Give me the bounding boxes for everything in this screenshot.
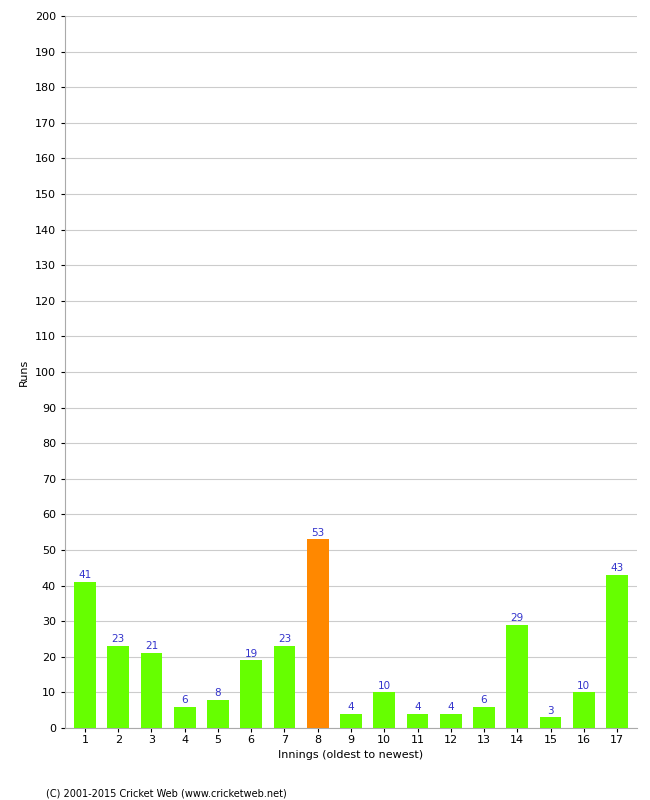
Text: 4: 4 — [414, 702, 421, 712]
Bar — [207, 699, 229, 728]
Text: 4: 4 — [447, 702, 454, 712]
Y-axis label: Runs: Runs — [20, 358, 29, 386]
Bar — [606, 575, 628, 728]
Text: 29: 29 — [511, 613, 524, 623]
Bar — [174, 706, 196, 728]
Bar — [506, 625, 528, 728]
Text: (C) 2001-2015 Cricket Web (www.cricketweb.net): (C) 2001-2015 Cricket Web (www.cricketwe… — [46, 788, 286, 798]
Text: 10: 10 — [577, 681, 590, 690]
X-axis label: Innings (oldest to newest): Innings (oldest to newest) — [278, 750, 424, 761]
Bar — [240, 660, 262, 728]
Bar — [407, 714, 428, 728]
Bar — [340, 714, 362, 728]
Bar — [374, 693, 395, 728]
Text: 10: 10 — [378, 681, 391, 690]
Text: 43: 43 — [610, 563, 623, 573]
Text: 19: 19 — [244, 649, 258, 658]
Text: 23: 23 — [278, 634, 291, 644]
Bar — [573, 693, 595, 728]
Bar — [473, 706, 495, 728]
Bar — [307, 539, 328, 728]
Text: 4: 4 — [348, 702, 354, 712]
Text: 3: 3 — [547, 706, 554, 715]
Bar — [440, 714, 461, 728]
Bar — [540, 718, 562, 728]
Text: 53: 53 — [311, 527, 324, 538]
Text: 8: 8 — [214, 688, 221, 698]
Bar — [107, 646, 129, 728]
Bar — [74, 582, 96, 728]
Text: 41: 41 — [79, 570, 92, 580]
Text: 21: 21 — [145, 642, 158, 651]
Bar — [140, 654, 162, 728]
Bar — [274, 646, 295, 728]
Text: 23: 23 — [112, 634, 125, 644]
Text: 6: 6 — [481, 695, 488, 705]
Text: 6: 6 — [181, 695, 188, 705]
